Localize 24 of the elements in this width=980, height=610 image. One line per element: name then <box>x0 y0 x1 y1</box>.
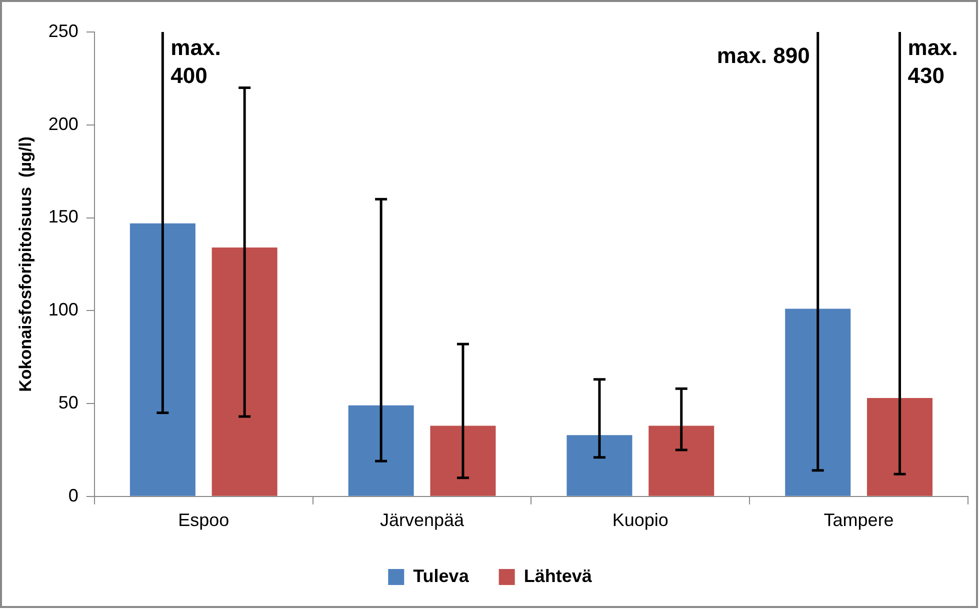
x-tick-label: Kuopio <box>612 510 668 530</box>
bar <box>212 247 278 496</box>
legend-label: Lähtevä <box>524 566 593 586</box>
bar <box>648 426 714 496</box>
legend-label: Tuleva <box>413 566 470 586</box>
x-tick-label: Järvenpää <box>380 510 466 530</box>
y-tick-label: 0 <box>68 485 78 506</box>
y-tick-label: 50 <box>58 392 78 412</box>
y-tick-label: 100 <box>48 300 78 320</box>
x-tick-label: Tampere <box>824 510 894 530</box>
y-axis-title: Kokonaisfosforipitoisuus (µg/l) <box>16 136 35 392</box>
x-tick-label: Espoo <box>178 510 230 530</box>
bar <box>430 426 496 496</box>
y-tick-label: 250 <box>48 20 78 41</box>
annotation: max. 430 <box>908 35 958 88</box>
bar <box>130 223 196 496</box>
y-tick-label: 200 <box>48 114 78 134</box>
bar <box>785 308 851 496</box>
bar <box>866 398 933 496</box>
y-tick-label: 150 <box>48 206 78 227</box>
annotation: max. 400 <box>170 35 221 88</box>
bar <box>566 435 632 496</box>
bar <box>348 405 414 496</box>
annotation: max. 890 <box>716 43 810 68</box>
